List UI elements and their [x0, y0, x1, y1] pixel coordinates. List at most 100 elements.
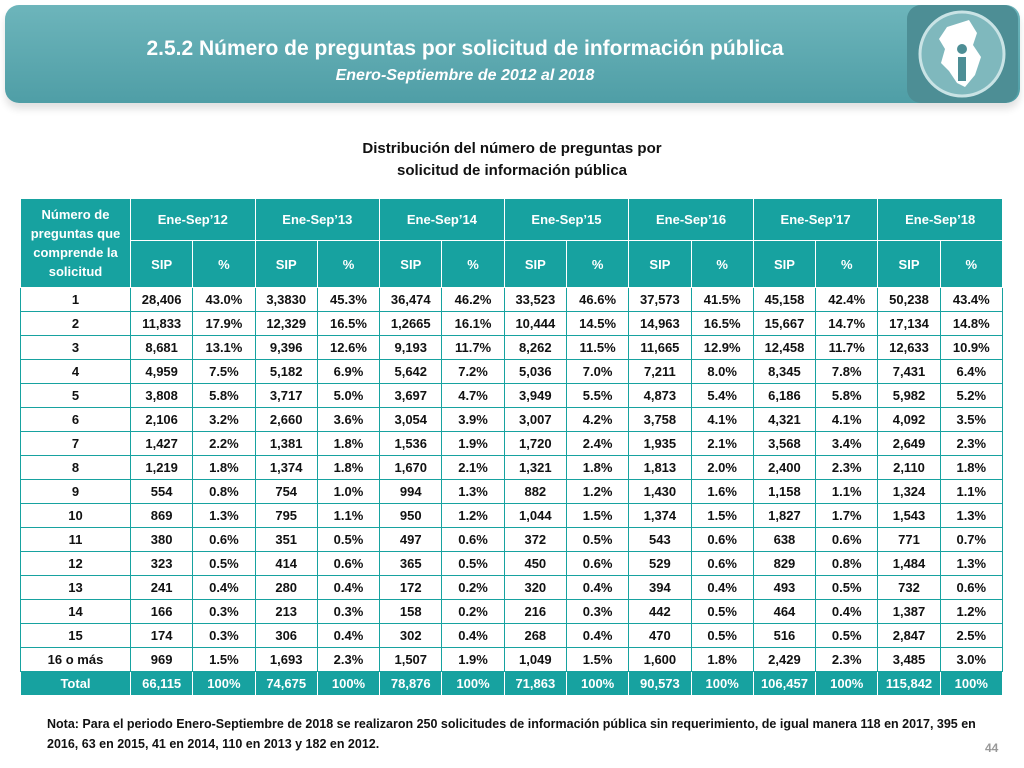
cell: 5,982 [877, 383, 941, 408]
table-row: 12 323 0.5% 414 0.6% 365 0.5% 450 0.6% 529 0.6% 829… [20, 551, 1003, 576]
cell: 8,345 [752, 359, 817, 384]
cell: 43.0% [192, 287, 256, 312]
cell: 497 [379, 527, 443, 552]
sub-header: SIP [129, 240, 194, 288]
cell: 306 [254, 623, 318, 648]
cell: 0.4% [815, 599, 879, 624]
cell: 2.0% [690, 455, 754, 480]
cell: 1,507 [379, 647, 443, 672]
cell: 17,134 [877, 311, 941, 336]
cell: 380 [129, 527, 194, 552]
table-row: 1 28,406 43.0% 3,3830 45.3% 36,474 46.2% 33,523… [20, 287, 1003, 312]
subtitle: Enero-Septiembre de 2012 al 2018 [335, 67, 595, 84]
cell: 0.6% [565, 551, 630, 576]
cell: 1.5% [690, 503, 754, 528]
cell: 11,665 [628, 335, 692, 360]
cell: 17.9% [192, 311, 256, 336]
sub-header: SIP [254, 240, 318, 288]
cell: 394 [628, 575, 692, 600]
cell: 829 [752, 551, 817, 576]
cell: 5.8% [192, 383, 256, 408]
cell: 0.6% [690, 551, 754, 576]
cell: 3.4% [815, 431, 879, 456]
cell: 1,374 [254, 455, 318, 480]
cell: 28,406 [129, 287, 194, 312]
cell: 2.5% [939, 623, 1003, 648]
cell: 5.8% [815, 383, 879, 408]
total-cell: 74,675 [254, 671, 318, 696]
cell: 1,044 [503, 503, 567, 528]
cell: 1,427 [129, 431, 194, 456]
cell: 0.3% [192, 623, 256, 648]
row-label: 13 [20, 575, 131, 600]
cell: 5.0% [316, 383, 381, 408]
cell: 11,833 [129, 311, 194, 336]
cell: 2.1% [690, 431, 754, 456]
cell: 1,324 [877, 479, 941, 504]
cell: 0.5% [316, 527, 381, 552]
cell: 4,321 [752, 407, 817, 432]
total-cell: 100% [690, 671, 754, 696]
cell: 36,474 [379, 287, 443, 312]
table-heading: Distribución del número de preguntas por… [0, 138, 1024, 182]
cell: 5,642 [379, 359, 443, 384]
cell: 1.1% [939, 479, 1003, 504]
header-row: SIP% SIP% SIP% SIP% SIP% SIP% SIP% [21, 240, 1003, 288]
row-label: 7 [20, 431, 131, 456]
cell: 0.4% [690, 575, 754, 600]
cell: 12,633 [877, 335, 941, 360]
sub-header: % [815, 240, 879, 288]
cell: 10.9% [939, 335, 1003, 360]
cell: 0.3% [316, 599, 381, 624]
cell: 0.4% [316, 623, 381, 648]
cell: 1,543 [877, 503, 941, 528]
table-row: 3 8,681 13.1% 9,396 12.6% 9,193 11.7% 8,262 11.5… [20, 335, 1003, 360]
cell: 7,211 [628, 359, 692, 384]
sub-header: SIP [503, 240, 567, 288]
row-label: 4 [20, 359, 131, 384]
cell: 1.5% [565, 647, 630, 672]
row-label: 8 [20, 455, 131, 480]
cell: 1.9% [441, 647, 505, 672]
cell: 2,649 [877, 431, 941, 456]
cell: 372 [503, 527, 567, 552]
cell: 45.3% [316, 287, 381, 312]
cell: 1,670 [379, 455, 443, 480]
cell: 0.6% [192, 527, 256, 552]
table-row: 2 11,833 17.9% 12,329 16.5% 1,2665 16.1% 10,444… [20, 311, 1003, 336]
cell: 12,329 [254, 311, 318, 336]
cell: 0.5% [441, 551, 505, 576]
cell: 9,193 [379, 335, 443, 360]
cell: 1,158 [752, 479, 817, 504]
cell: 3,485 [877, 647, 941, 672]
cell: 7.0% [565, 359, 630, 384]
cell: 174 [129, 623, 194, 648]
sub-header: % [565, 240, 630, 288]
cell: 7.8% [815, 359, 879, 384]
cell: 1,219 [129, 455, 194, 480]
cell: 1.1% [815, 479, 879, 504]
cell: 1,387 [877, 599, 941, 624]
row-label: 5 [20, 383, 131, 408]
cell: 12.6% [316, 335, 381, 360]
year-header: Ene-Sep’16 [628, 198, 754, 241]
table-row: 8 1,219 1.8% 1,374 1.8% 1,670 2.1% 1,321 1.8% 1,8… [20, 455, 1003, 480]
cell: 365 [379, 551, 443, 576]
year-header: Ene-Sep’12 [130, 198, 256, 241]
cell: 11.7% [441, 335, 505, 360]
cell: 46.6% [565, 287, 630, 312]
cell: 4,092 [877, 407, 941, 432]
cell: 5.2% [939, 383, 1003, 408]
cell: 11.7% [815, 335, 879, 360]
cell: 3,808 [129, 383, 194, 408]
cell: 0.6% [316, 551, 381, 576]
cell: 0.4% [192, 575, 256, 600]
cell: 11.5% [565, 335, 630, 360]
table-row: 15 174 0.3% 306 0.4% 302 0.4% 268 0.4% 470 0.5% 516… [20, 623, 1003, 648]
cell: 50,238 [877, 287, 941, 312]
page-number: 44 [985, 741, 999, 755]
sub-header: SIP [877, 240, 941, 288]
cell: 1.3% [441, 479, 505, 504]
cell: 1,430 [628, 479, 692, 504]
cell: 771 [877, 527, 941, 552]
